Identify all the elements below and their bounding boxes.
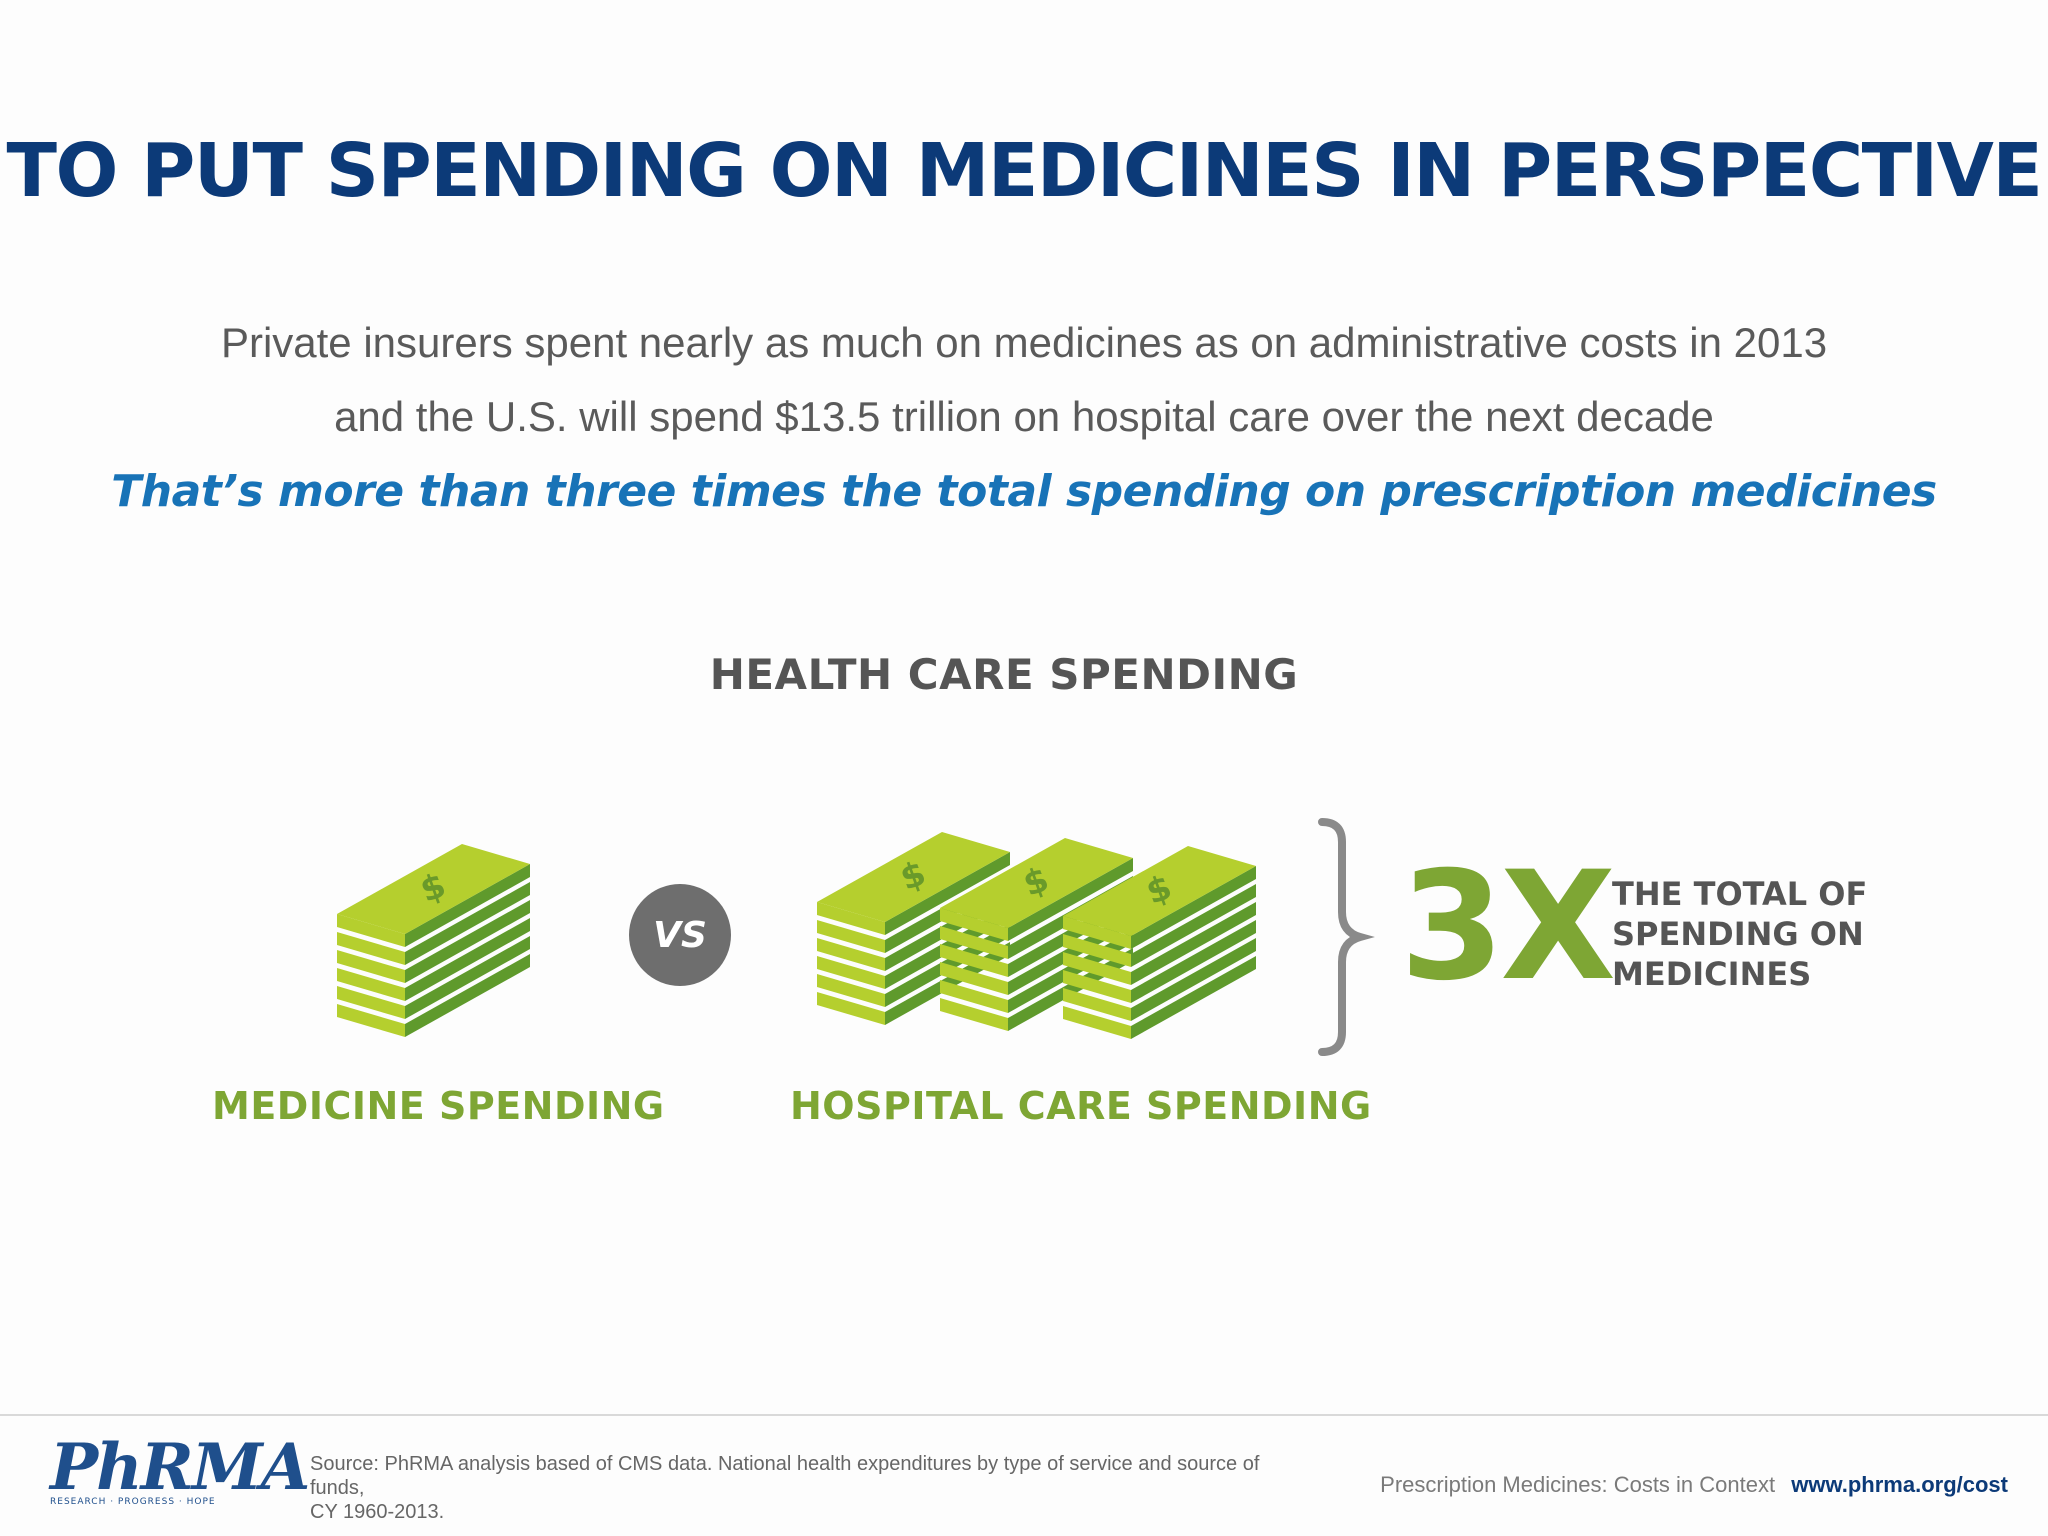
medicine-money-stack-icon: $ (337, 844, 530, 1037)
multiplier-caption-line-1: THE TOTAL OF (1612, 875, 1868, 913)
source-line-1: Source: PhRMA analysis based of CMS data… (310, 1453, 1260, 1499)
multiplier-caption-line-3: MEDICINES (1612, 955, 1812, 993)
subtitle-line-2: and the U.S. will spend $13.5 trillion o… (334, 393, 1714, 440)
bracket-icon (1318, 818, 1375, 1056)
emphasis-statement: That’s more than three times the total s… (111, 466, 1937, 517)
multiplier-value: 3X (1400, 840, 1616, 1014)
source-note: Source: PhRMA analysis based of CMS data… (310, 1452, 1310, 1524)
website-link[interactable]: www.phrma.org/cost (1791, 1472, 2008, 1497)
multiplier-caption: THE TOTAL OF SPENDING ON MEDICINES (1612, 874, 1872, 994)
hospital-care-spending-label: HOSPITAL CARE SPENDING (790, 1084, 1372, 1128)
subtitle-line-1: Private insurers spent nearly as much on… (220, 319, 1828, 366)
footer-divider (0, 1414, 2048, 1416)
subtitle: Private insurers spent nearly as much on… (120, 306, 1928, 454)
section-title: HEALTH CARE SPENDING (709, 650, 1299, 699)
phrma-logo: PhRMA (50, 1430, 310, 1505)
phrma-logo-tagline: RESEARCH · PROGRESS · HOPE (50, 1497, 216, 1507)
medicine-spending-label: MEDICINE SPENDING (212, 1084, 665, 1128)
vs-badge: VS (629, 884, 731, 986)
multiplier-caption-line-2: SPENDING ON (1612, 915, 1864, 953)
hospital-money-stacks-icon: $ $ $ (817, 832, 1256, 1039)
money-illustration: $ $ $ $ (337, 818, 1375, 1056)
money-stack-icon: $ (337, 844, 530, 1037)
money-stack-icon: $ (1063, 846, 1256, 1039)
source-line-2: CY 1960-2013. (310, 1501, 445, 1523)
page-title: TO PUT SPENDING ON MEDICINES IN PERSPECT… (6, 128, 2043, 214)
document-title: Prescription Medicines: Costs in Context (1380, 1472, 1776, 1497)
footer-right: Prescription Medicines: Costs in Context… (1380, 1472, 2008, 1498)
